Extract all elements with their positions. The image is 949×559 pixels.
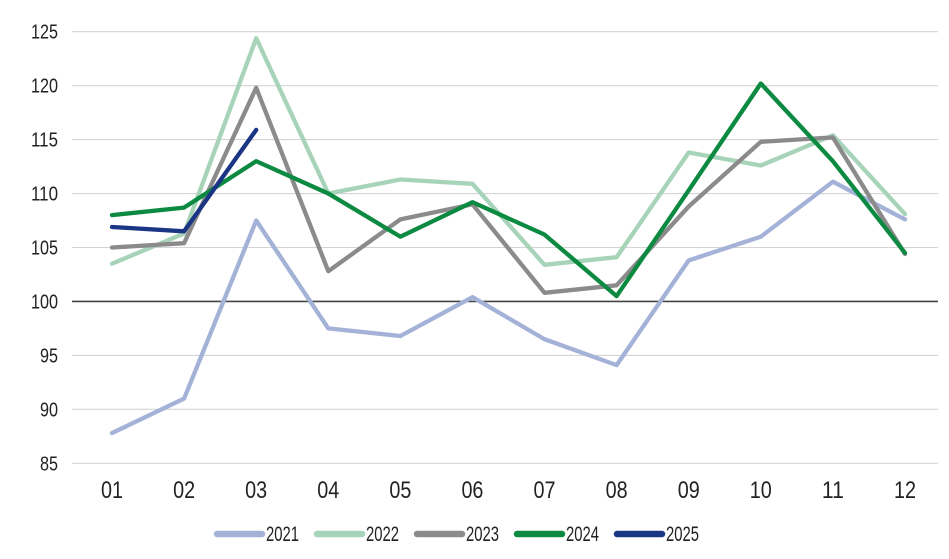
y-tick-label-95: 95 (40, 345, 58, 367)
x-tick-label-06: 06 (461, 477, 483, 504)
x-tick-label-12: 12 (894, 477, 916, 504)
y-tick-label-110: 110 (31, 184, 58, 206)
y-tick-label-85: 85 (40, 453, 58, 475)
x-tick-label-01: 01 (101, 477, 123, 504)
x-tick-label-09: 09 (678, 477, 700, 504)
series-line-2025 (109, 127, 259, 234)
legend-item-2022: 2022 (313, 523, 399, 546)
legend-label-2022: 2022 (366, 523, 399, 546)
x-tick-label-03: 03 (245, 477, 267, 504)
x-tick-label-07: 07 (534, 477, 556, 504)
x-tick-label-11: 11 (822, 477, 844, 504)
x-tick-label-02: 02 (173, 477, 195, 504)
y-tick-label-115: 115 (31, 130, 58, 152)
y-tick-label-100: 100 (31, 291, 58, 313)
legend-item-2023: 2023 (413, 523, 499, 546)
legend-label-2025: 2025 (666, 523, 699, 546)
legend-item-2024: 2024 (513, 523, 599, 546)
legend-label-2023: 2023 (466, 523, 499, 546)
series-line-2023 (109, 85, 908, 295)
y-tick-label-105: 105 (31, 238, 58, 260)
series-line-2024 (109, 81, 908, 299)
x-tick-label-08: 08 (606, 477, 628, 504)
legend-label-2024: 2024 (566, 523, 599, 546)
x-tick-label-04: 04 (317, 477, 339, 504)
legend-item-2025: 2025 (613, 523, 699, 546)
x-tick-label-05: 05 (389, 477, 411, 504)
legend-item-2021: 2021 (213, 523, 299, 546)
y-tick-label-120: 120 (31, 76, 58, 98)
series-line-2022 (109, 36, 908, 267)
y-tick-label-125: 125 (31, 22, 58, 44)
legend-label-2021: 2021 (266, 523, 299, 546)
series-line-2021 (109, 179, 908, 436)
y-tick-label-90: 90 (40, 399, 58, 421)
x-tick-label-10: 10 (750, 477, 772, 504)
